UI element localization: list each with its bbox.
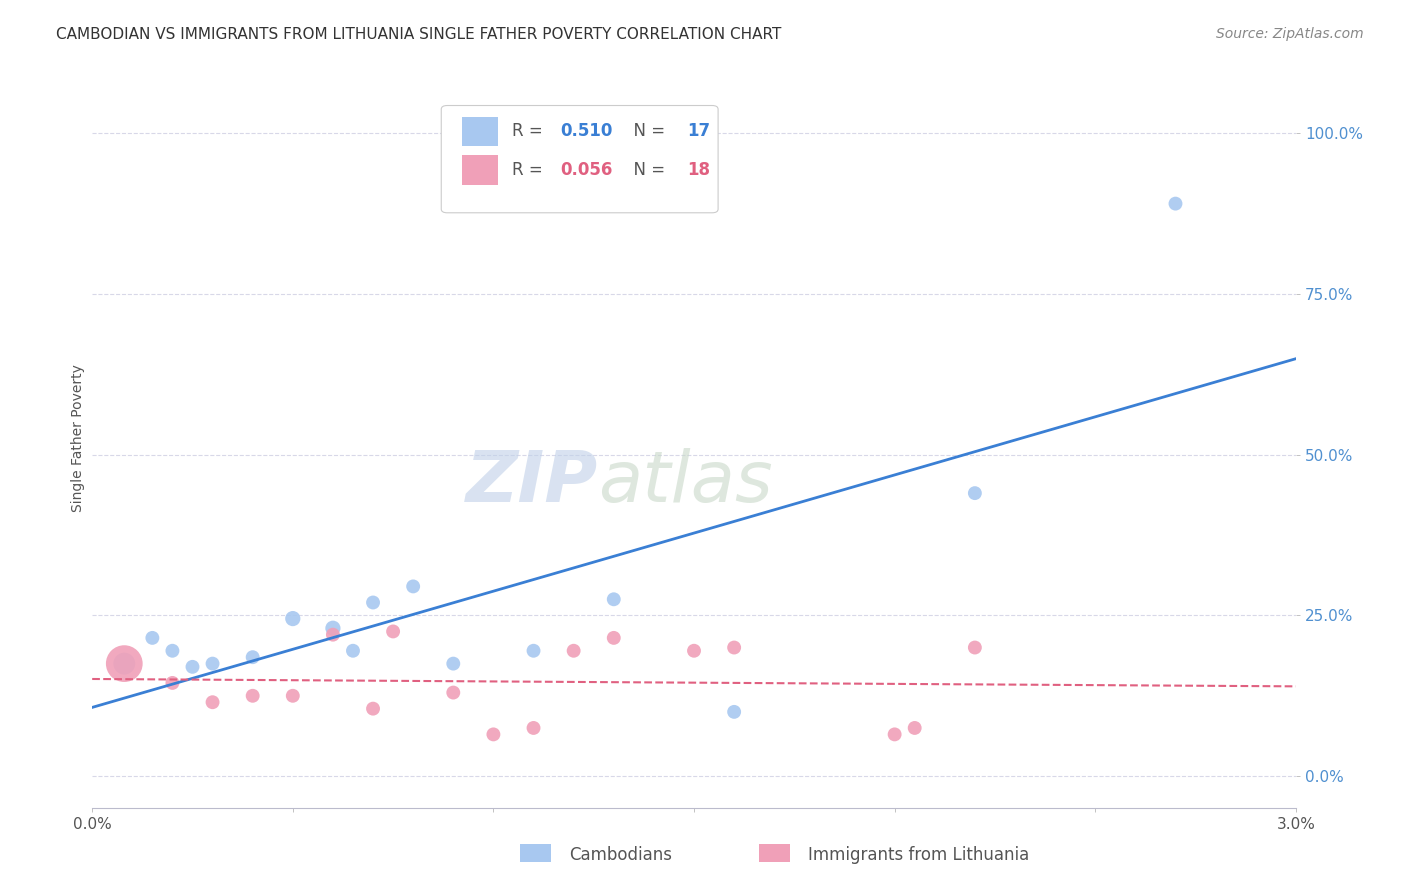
Y-axis label: Single Father Poverty: Single Father Poverty xyxy=(72,365,86,512)
Text: atlas: atlas xyxy=(598,449,772,517)
Text: 17: 17 xyxy=(686,122,710,140)
Text: 18: 18 xyxy=(686,161,710,179)
Text: CAMBODIAN VS IMMIGRANTS FROM LITHUANIA SINGLE FATHER POVERTY CORRELATION CHART: CAMBODIAN VS IMMIGRANTS FROM LITHUANIA S… xyxy=(56,27,782,42)
Text: Cambodians: Cambodians xyxy=(569,846,672,864)
Point xyxy=(402,579,425,593)
Point xyxy=(963,486,986,500)
Text: ZIP: ZIP xyxy=(465,449,598,517)
Point xyxy=(342,644,364,658)
Point xyxy=(242,689,264,703)
Point xyxy=(441,657,464,671)
Point xyxy=(683,644,706,658)
Point xyxy=(1164,196,1187,211)
Bar xyxy=(461,117,498,146)
Text: R =: R = xyxy=(512,161,548,179)
Point xyxy=(141,631,163,645)
Text: 0.510: 0.510 xyxy=(561,122,613,140)
Text: R =: R = xyxy=(512,122,548,140)
Point xyxy=(281,689,304,703)
Point xyxy=(181,660,204,674)
Point xyxy=(162,676,184,690)
Point xyxy=(361,595,384,609)
Point xyxy=(723,640,745,655)
Bar xyxy=(461,155,498,185)
Point xyxy=(242,650,264,665)
Point xyxy=(904,721,927,735)
Point xyxy=(322,628,344,642)
Point xyxy=(361,701,384,715)
Text: 0.056: 0.056 xyxy=(561,161,613,179)
Point xyxy=(441,685,464,699)
Point xyxy=(112,657,135,671)
FancyBboxPatch shape xyxy=(441,105,718,213)
Point xyxy=(522,721,544,735)
Point xyxy=(883,727,905,741)
Point xyxy=(162,644,184,658)
Point xyxy=(603,592,626,607)
Text: Immigrants from Lithuania: Immigrants from Lithuania xyxy=(808,846,1029,864)
Point xyxy=(281,611,304,625)
Point xyxy=(522,644,544,658)
Point xyxy=(603,631,626,645)
Point xyxy=(201,657,224,671)
Point xyxy=(963,640,986,655)
Point xyxy=(562,644,585,658)
Point xyxy=(482,727,505,741)
Point xyxy=(201,695,224,709)
Point xyxy=(112,657,135,671)
Point xyxy=(382,624,405,639)
Text: N =: N = xyxy=(623,161,671,179)
Point xyxy=(322,621,344,635)
Point xyxy=(723,705,745,719)
Text: Source: ZipAtlas.com: Source: ZipAtlas.com xyxy=(1216,27,1364,41)
Text: N =: N = xyxy=(623,122,671,140)
